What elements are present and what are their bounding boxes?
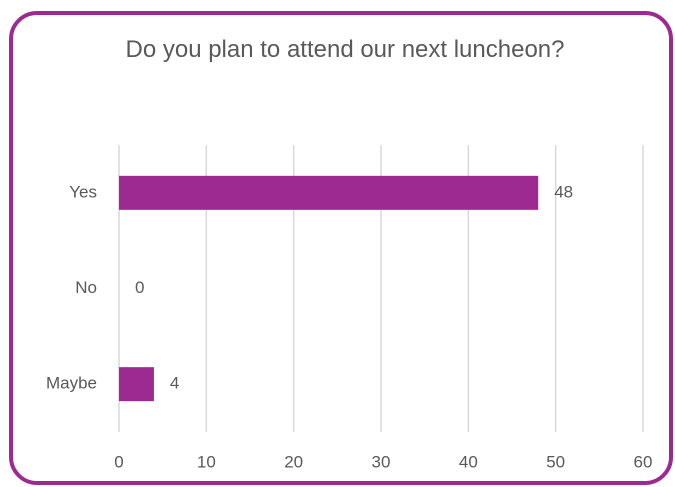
x-tick-label: 40	[459, 452, 478, 471]
card-border	[9, 11, 673, 485]
data-label: 0	[135, 278, 144, 297]
y-tick-label: Yes	[69, 182, 97, 201]
x-tick-label: 30	[372, 452, 391, 471]
x-tick-label: 20	[284, 452, 303, 471]
y-tick-label: No	[75, 278, 97, 297]
data-label: 4	[170, 374, 179, 393]
x-tick-label: 10	[197, 452, 216, 471]
y-tick-label: Maybe	[46, 374, 97, 393]
bar	[119, 367, 154, 402]
x-tick-label: 60	[634, 452, 653, 471]
data-label: 48	[554, 182, 573, 201]
bar	[119, 175, 539, 210]
chart-title: Do you plan to attend our next luncheon?	[125, 36, 565, 63]
x-tick-label: 50	[546, 452, 565, 471]
x-tick-label: 0	[114, 452, 123, 471]
